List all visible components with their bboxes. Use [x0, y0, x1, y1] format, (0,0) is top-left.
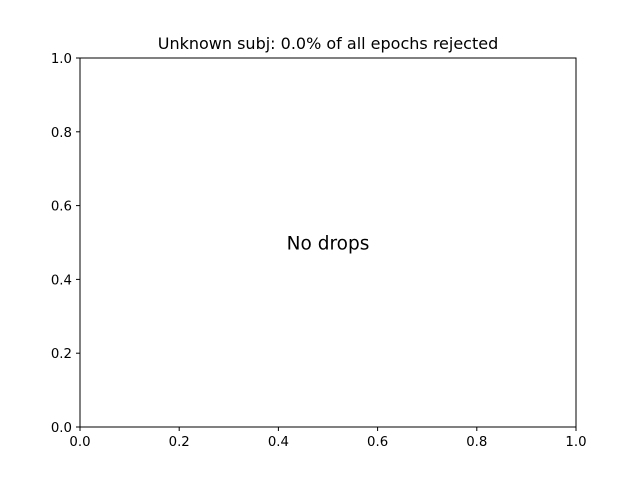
x-tick-label: 0.6 — [367, 435, 388, 450]
plot-frame — [79, 57, 577, 428]
y-tick-label: 0.4 — [51, 273, 72, 288]
plot-area — [79, 57, 577, 428]
x-tick-label: 1.0 — [565, 435, 586, 450]
x-tick-label: 0.2 — [169, 435, 190, 450]
annotation-text: No drops — [287, 234, 370, 255]
y-tick-label: 0.6 — [51, 200, 72, 215]
x-tick-label: 0.4 — [268, 435, 289, 450]
x-tick-label: 0.8 — [466, 435, 487, 450]
chart-title: Unknown subj: 0.0% of all epochs rejecte… — [158, 34, 499, 53]
y-tick-label: 0.8 — [51, 126, 72, 141]
x-tick-label: 0.0 — [69, 435, 90, 450]
x-axis: 0.0 0.2 0.4 0.6 0.8 1.0 — [69, 427, 587, 450]
y-tick-label: 1.0 — [51, 52, 72, 67]
y-tick-label: 0.2 — [51, 347, 72, 362]
y-tick-label: 0.0 — [51, 421, 72, 436]
y-axis: 0.0 0.2 0.4 0.6 0.8 1.0 — [51, 52, 80, 436]
annotations: No drops — [287, 234, 370, 255]
